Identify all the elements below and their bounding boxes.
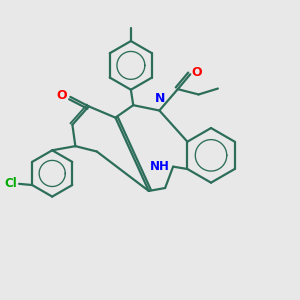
Text: NH: NH bbox=[150, 160, 169, 173]
Text: Cl: Cl bbox=[4, 177, 17, 190]
Text: O: O bbox=[192, 66, 203, 79]
Text: O: O bbox=[57, 88, 67, 102]
Text: N: N bbox=[155, 92, 165, 105]
